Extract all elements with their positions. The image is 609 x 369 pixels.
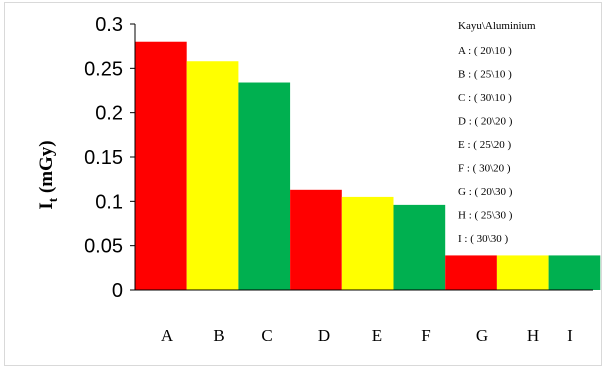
bar-c xyxy=(238,82,291,291)
x-tick-label-i: I xyxy=(567,326,573,345)
y-tick-label: 0.2 xyxy=(95,103,123,125)
legend-title: Kayu\Aluminium xyxy=(458,20,536,32)
bar-i xyxy=(548,255,601,290)
x-tick-label-h: H xyxy=(527,326,539,345)
legend-entry: A : ( 20\10 ) xyxy=(458,45,512,57)
x-categories-group: A B C D E F G H I xyxy=(161,326,573,345)
y-axis-label: It (mGy) xyxy=(36,140,60,209)
legend: Kayu\Aluminium A : ( 20\10 ) B : ( 25\10 … xyxy=(458,20,536,245)
y-tick-label: 0.1 xyxy=(95,191,123,213)
bars-group xyxy=(135,41,601,291)
x-tick-label-b: B xyxy=(213,326,224,345)
y-tick-label: 0.15 xyxy=(84,147,123,169)
legend-entry: B : ( 25\10 ) xyxy=(458,69,512,81)
x-tick-label-e: E xyxy=(372,326,382,345)
legend-entry: E : ( 25\20 ) xyxy=(458,139,511,151)
legend-entry: G : ( 20\30 ) xyxy=(458,186,513,198)
y-ticks-group: 0 0.05 0.1 0.15 0.2 0.25 0.3 xyxy=(84,14,135,302)
x-tick-label-f: F xyxy=(421,326,430,345)
legend-entry: F : ( 30\20 ) xyxy=(458,163,511,175)
bar-a xyxy=(135,41,187,290)
y-tick-label: 0.3 xyxy=(95,14,123,36)
x-tick-label-a: A xyxy=(161,326,174,345)
bar-d xyxy=(290,189,342,290)
x-tick-label-c: C xyxy=(261,326,272,345)
x-tick-label-g: G xyxy=(476,326,488,345)
bar-g xyxy=(445,255,497,290)
y-tick-label: 0.05 xyxy=(84,236,123,258)
bar-h xyxy=(496,255,549,290)
legend-entry: C : ( 30\10 ) xyxy=(458,92,512,104)
y-tick-label: 0 xyxy=(112,280,123,302)
legend-entry: H : ( 25\30 ) xyxy=(458,210,513,222)
bar-e xyxy=(341,196,394,290)
chart-frame xyxy=(4,2,602,366)
bar-b xyxy=(186,61,239,290)
bar-f xyxy=(393,204,446,290)
legend-entry: D : ( 20\20 ) xyxy=(458,116,513,128)
x-tick-label-d: D xyxy=(318,326,330,345)
y-tick-label: 0.25 xyxy=(84,58,123,80)
legend-entry: I : ( 30\30 ) xyxy=(458,233,508,245)
